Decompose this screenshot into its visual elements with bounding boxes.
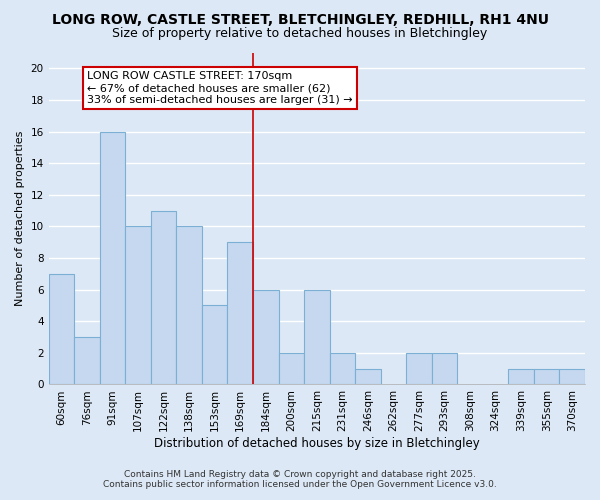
Bar xyxy=(100,132,125,384)
Bar xyxy=(74,337,100,384)
Text: Contains HM Land Registry data © Crown copyright and database right 2025.
Contai: Contains HM Land Registry data © Crown c… xyxy=(103,470,497,489)
Bar xyxy=(151,210,176,384)
Bar xyxy=(202,306,227,384)
Bar xyxy=(176,226,202,384)
Y-axis label: Number of detached properties: Number of detached properties xyxy=(15,131,25,306)
Bar xyxy=(125,226,151,384)
Bar xyxy=(406,353,432,384)
Bar xyxy=(432,353,457,384)
Bar xyxy=(355,368,380,384)
Text: LONG ROW CASTLE STREET: 170sqm
← 67% of detached houses are smaller (62)
33% of : LONG ROW CASTLE STREET: 170sqm ← 67% of … xyxy=(87,72,353,104)
Bar xyxy=(49,274,74,384)
X-axis label: Distribution of detached houses by size in Bletchingley: Distribution of detached houses by size … xyxy=(154,437,480,450)
Bar xyxy=(329,353,355,384)
Bar xyxy=(508,368,534,384)
Bar xyxy=(227,242,253,384)
Text: LONG ROW, CASTLE STREET, BLETCHINGLEY, REDHILL, RH1 4NU: LONG ROW, CASTLE STREET, BLETCHINGLEY, R… xyxy=(52,12,548,26)
Text: Size of property relative to detached houses in Bletchingley: Size of property relative to detached ho… xyxy=(112,28,488,40)
Bar xyxy=(253,290,278,384)
Bar xyxy=(534,368,559,384)
Bar xyxy=(304,290,329,384)
Bar xyxy=(559,368,585,384)
Bar xyxy=(278,353,304,384)
